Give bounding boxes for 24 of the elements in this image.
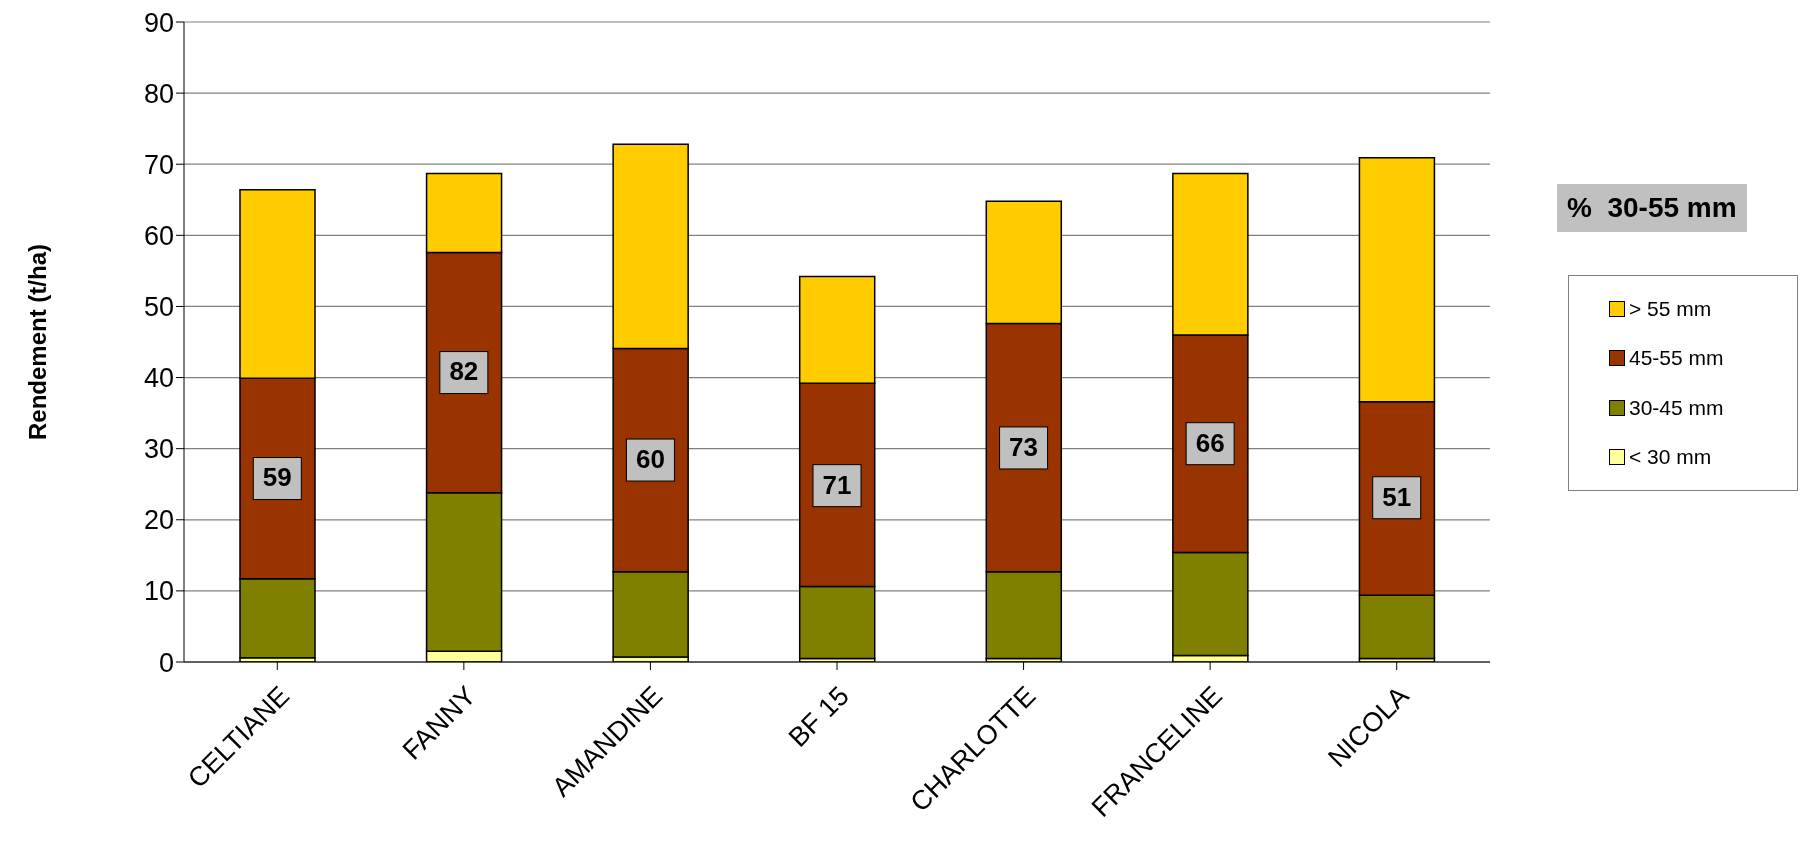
y-tick-label: 40 bbox=[143, 363, 174, 394]
annotation: 66 bbox=[1195, 427, 1225, 458]
y-tick-label: 60 bbox=[143, 220, 174, 251]
annotation: 73 bbox=[1009, 431, 1039, 462]
annotation: 59 bbox=[262, 462, 292, 493]
y-tick-label: 50 bbox=[143, 292, 174, 323]
legend-label: > 55 mm bbox=[1629, 296, 1712, 321]
y-tick-label: 80 bbox=[143, 78, 174, 109]
y-tick-label: 70 bbox=[143, 149, 174, 180]
x-tick-label: BF 15 bbox=[782, 680, 855, 753]
y-tick-label: 90 bbox=[143, 7, 174, 38]
legend-label: 30-45 mm bbox=[1629, 395, 1724, 420]
annotation: 60 bbox=[635, 443, 665, 474]
annotation: 82 bbox=[449, 356, 479, 387]
y-axis-title: Rendement (t/ha) bbox=[24, 243, 52, 441]
legend-label: < 30 mm bbox=[1629, 445, 1712, 470]
text: % 30-55 mm bbox=[1557, 184, 1747, 232]
legend-label: 45-55 mm bbox=[1629, 346, 1724, 371]
y-tick-label: 30 bbox=[143, 434, 174, 465]
y-tick-label: 10 bbox=[143, 576, 174, 607]
y-tick-label: 20 bbox=[143, 505, 174, 536]
annotation: 51 bbox=[1382, 481, 1412, 512]
annotation: 71 bbox=[822, 469, 852, 500]
y-tick-label: 0 bbox=[158, 647, 174, 678]
